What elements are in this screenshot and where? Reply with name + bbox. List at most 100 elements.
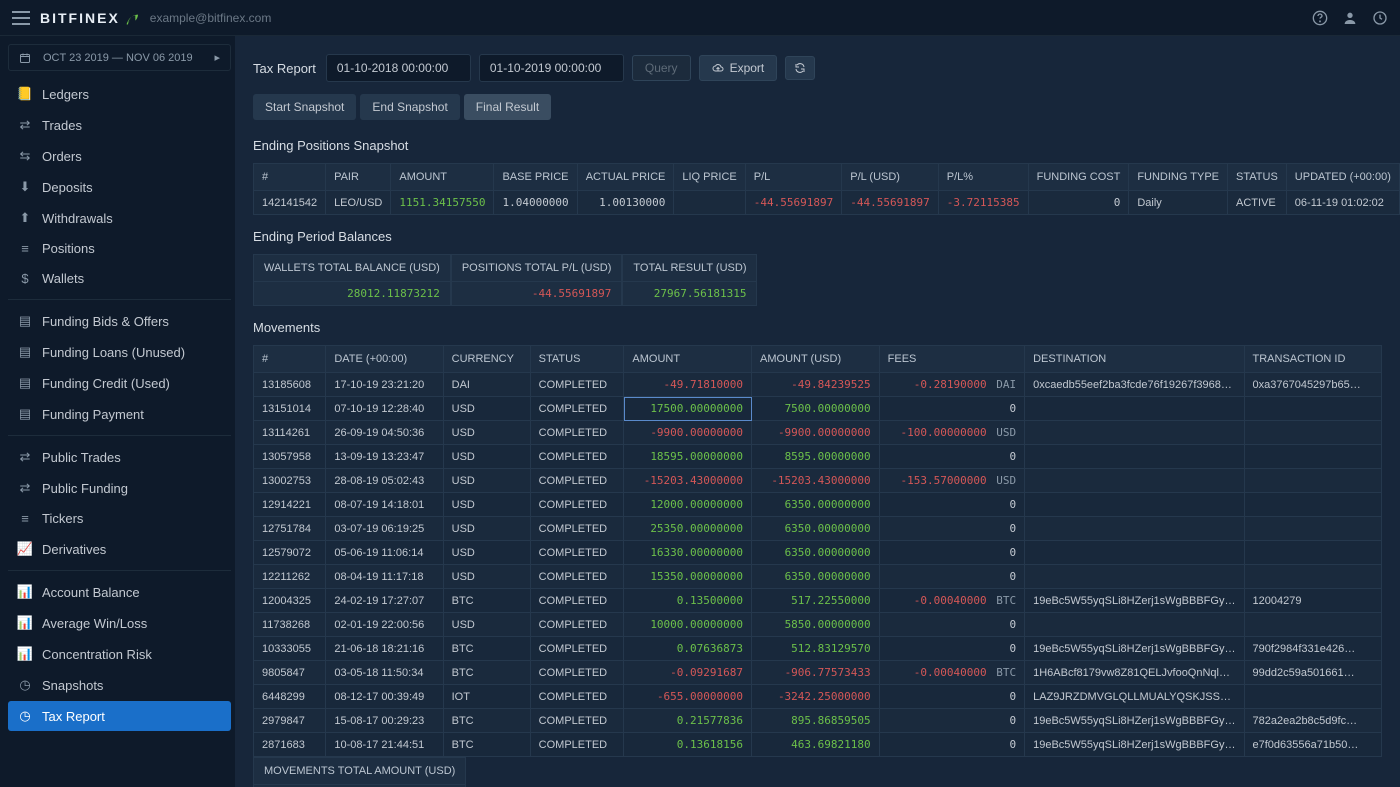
sidebar-label: Derivatives: [42, 542, 106, 557]
query-button[interactable]: Query: [632, 55, 691, 81]
sidebar-item-orders[interactable]: ⇆Orders: [8, 141, 231, 171]
balances-summary: WALLETS TOTAL BALANCE (USD)28012.1187321…: [253, 254, 1382, 306]
sidebar: OCT 23 2019 — NOV 06 2019 ▸ 📒Ledgers⇄Tra…: [0, 36, 235, 787]
sidebar-label: Account Balance: [42, 585, 140, 600]
topbar-right: [1312, 10, 1388, 26]
tab-start-snapshot[interactable]: Start Snapshot: [253, 94, 356, 120]
sidebar-item-public-trades[interactable]: ⇄Public Trades: [8, 442, 231, 472]
sidebar-item-account-balance[interactable]: 📊 Account Balance: [8, 577, 231, 607]
sidebar-label: Ledgers: [42, 87, 89, 102]
refresh-icon: [794, 62, 806, 74]
sidebar-item-deposits[interactable]: ⬇ Deposits: [8, 172, 231, 202]
tab-end-snapshot[interactable]: End Snapshot: [360, 94, 459, 120]
table-row[interactable]: 980584703-05-18 11:50:34BTCCOMPLETED-0.0…: [254, 661, 1382, 685]
table-row[interactable]: 1318560817-10-19 23:21:20DAICOMPLETED-49…: [254, 373, 1382, 397]
sidebar-icon: 📊: [18, 584, 32, 600]
sidebar-label: Snapshots: [42, 678, 103, 693]
date-to-input[interactable]: [479, 54, 624, 82]
sidebar-item-funding-loans-unused-[interactable]: ▤Funding Loans (Unused): [8, 337, 231, 367]
sidebar-icon: ◷: [18, 677, 32, 693]
menu-icon[interactable]: [12, 11, 30, 25]
sidebar-item-tickers[interactable]: ≡ Tickers: [8, 504, 231, 533]
sidebar-item-wallets[interactable]: $ Wallets: [8, 264, 231, 293]
sidebar-item-average-win-loss[interactable]: 📊Average Win/Loss: [8, 608, 231, 638]
sidebar-item-snapshots[interactable]: ◷ Snapshots: [8, 670, 231, 700]
table-row[interactable]: 644829908-12-17 00:39:49IOTCOMPLETED-655…: [254, 685, 1382, 709]
sidebar-icon: 📈: [18, 541, 32, 557]
sidebar-item-funding-credit-used-[interactable]: ▤Funding Credit (Used): [8, 368, 231, 398]
table-row[interactable]: 1173826802-01-19 22:00:56USDCOMPLETED100…: [254, 613, 1382, 637]
refresh-button[interactable]: [785, 56, 815, 80]
sidebar-icon: ⬇: [18, 179, 32, 195]
sidebar-label: Funding Credit (Used): [42, 376, 170, 391]
sidebar-item-withdrawals[interactable]: ⬆Withdrawals: [8, 203, 231, 233]
sidebar-icon: ≡: [18, 511, 32, 526]
tab-final-result[interactable]: Final Result: [464, 94, 551, 120]
sidebar-item-concentration-risk[interactable]: 📊 Concentration Risk: [8, 639, 231, 669]
sidebar-icon: ≡: [18, 241, 32, 256]
movements-totals: MOVEMENTS TOTAL AMOUNT (USD)20432.325472…: [253, 757, 1382, 787]
sidebar-icon: ⇄: [18, 480, 32, 496]
cloud-upload-icon: [712, 62, 724, 74]
positions-table: #PAIRAMOUNTBASE PRICEACTUAL PRICELIQ PRI…: [253, 163, 1400, 215]
sidebar-item-funding-payment[interactable]: ▤ Funding Payment: [8, 399, 231, 429]
sidebar-label: Wallets: [42, 271, 84, 286]
sidebar-label: Tickers: [42, 511, 83, 526]
table-row[interactable]: 1257907205-06-19 11:06:14USDCOMPLETED163…: [254, 541, 1382, 565]
sidebar-icon: $: [18, 271, 32, 286]
sidebar-item-positions[interactable]: ≡Positions: [8, 234, 231, 263]
sidebar-label: Public Funding: [42, 481, 128, 496]
table-row[interactable]: 1305795813-09-19 13:23:47USDCOMPLETED185…: [254, 445, 1382, 469]
date-from-input[interactable]: [326, 54, 471, 82]
table-row[interactable]: 1291422108-07-19 14:18:01USDCOMPLETED120…: [254, 493, 1382, 517]
date-range-picker[interactable]: OCT 23 2019 — NOV 06 2019 ▸: [8, 44, 231, 71]
sidebar-icon: ⇄: [18, 449, 32, 465]
table-row[interactable]: 1311426126-09-19 04:50:36USDCOMPLETED-99…: [254, 421, 1382, 445]
table-row[interactable]: 1200432524-02-19 17:27:07BTCCOMPLETED0.1…: [254, 589, 1382, 613]
sidebar-icon: 📒: [18, 86, 32, 102]
sidebar-icon: ▤: [18, 313, 32, 329]
sidebar-item-derivatives[interactable]: 📈 Derivatives: [8, 534, 231, 564]
toolbar: Tax Report Query Export: [253, 54, 1382, 82]
table-row[interactable]: 1300275328-08-19 05:02:43USDCOMPLETED-15…: [254, 469, 1382, 493]
table-row[interactable]: 1221126208-04-19 11:17:18USDCOMPLETED153…: [254, 565, 1382, 589]
tax-report-label: Tax Report: [253, 61, 316, 76]
sidebar-item-trades[interactable]: ⇄Trades: [8, 110, 231, 140]
sidebar-label: Funding Payment: [42, 407, 144, 422]
export-button[interactable]: Export: [699, 55, 778, 81]
sidebar-icon: 📊: [18, 646, 32, 662]
sidebar-icon: ⬆: [18, 210, 32, 226]
user-icon[interactable]: [1342, 10, 1358, 26]
sidebar-label: Funding Bids & Offers: [42, 314, 169, 329]
content: Tax Report Query Export Start SnapshotEn…: [235, 36, 1400, 787]
table-row[interactable]: 297984715-08-17 00:29:23BTCCOMPLETED0.21…: [254, 709, 1382, 733]
positions-title: Ending Positions Snapshot: [253, 138, 1382, 153]
table-row[interactable]: 1275178403-07-19 06:19:25USDCOMPLETED253…: [254, 517, 1382, 541]
topbar: BITFINEX example@bitfinex.com: [0, 0, 1400, 36]
sidebar-label: Trades: [42, 118, 82, 133]
sidebar-label: Average Win/Loss: [42, 616, 147, 631]
sidebar-item-tax-report[interactable]: ◷ Tax Report: [8, 701, 231, 731]
table-row[interactable]: 1033305521-06-18 18:21:16BTCCOMPLETED0.0…: [254, 637, 1382, 661]
movements-title: Movements: [253, 320, 1382, 335]
sidebar-item-ledgers[interactable]: 📒 Ledgers: [8, 79, 231, 109]
leaf-icon: [124, 10, 140, 26]
table-row[interactable]: 1315101407-10-19 12:28:40USDCOMPLETED175…: [254, 397, 1382, 421]
sidebar-label: Deposits: [42, 180, 93, 195]
table-row[interactable]: 287168310-08-17 21:44:51BTCCOMPLETED0.13…: [254, 733, 1382, 757]
movements-table: #DATE (+00:00)CURRENCYSTATUSAMOUNTAMOUNT…: [253, 345, 1382, 757]
sidebar-label: Funding Loans (Unused): [42, 345, 185, 360]
sidebar-item-funding-bids-offers[interactable]: ▤ Funding Bids & Offers: [8, 306, 231, 336]
history-icon[interactable]: [1372, 10, 1388, 26]
sidebar-label: Concentration Risk: [42, 647, 152, 662]
tabs: Start SnapshotEnd SnapshotFinal Result: [253, 94, 1382, 120]
sidebar-label: Orders: [42, 149, 82, 164]
sidebar-label: Tax Report: [42, 709, 105, 724]
help-icon[interactable]: [1312, 10, 1328, 26]
sidebar-icon: ▤: [18, 406, 32, 422]
chevron-right-icon: ▸: [214, 51, 220, 64]
sidebar-icon: ◷: [18, 708, 32, 724]
user-email: example@bitfinex.com: [150, 11, 272, 25]
sidebar-item-public-funding[interactable]: ⇄ Public Funding: [8, 473, 231, 503]
table-row[interactable]: 142141542LEO/USD1151.341575501.040000001…: [254, 191, 1400, 215]
